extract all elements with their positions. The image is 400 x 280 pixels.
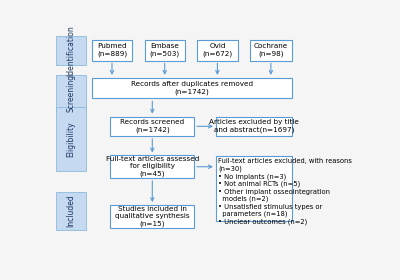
FancyBboxPatch shape: [110, 155, 194, 178]
FancyBboxPatch shape: [216, 116, 292, 136]
Text: Records screened
(n=1742): Records screened (n=1742): [120, 120, 184, 133]
Text: Full-text articles excluded, with reasons
(n=30)
• No implants (n=3)
• Not anima: Full-text articles excluded, with reason…: [218, 158, 352, 225]
Text: Cochrane
(n=98): Cochrane (n=98): [254, 43, 288, 57]
Text: Articles excluded by title
and abstract(n=1697): Articles excluded by title and abstract(…: [209, 120, 299, 133]
FancyBboxPatch shape: [197, 40, 238, 60]
FancyBboxPatch shape: [56, 36, 86, 65]
FancyBboxPatch shape: [56, 107, 86, 171]
Text: Eligibility: Eligibility: [66, 121, 76, 157]
Text: Embase
(n=503): Embase (n=503): [150, 43, 180, 57]
FancyBboxPatch shape: [92, 78, 292, 98]
Text: Screening: Screening: [66, 74, 76, 113]
Text: Pubmed
(n=889): Pubmed (n=889): [97, 43, 127, 57]
FancyBboxPatch shape: [56, 192, 86, 230]
Text: Records after duplicates removed
(n=1742): Records after duplicates removed (n=1742…: [131, 81, 253, 95]
Text: Identification: Identification: [66, 25, 76, 76]
FancyBboxPatch shape: [216, 157, 292, 221]
Text: Included: Included: [66, 195, 76, 227]
FancyBboxPatch shape: [56, 74, 86, 112]
FancyBboxPatch shape: [110, 116, 194, 136]
Text: Full-text articles assessed
for eligibility
(n=45): Full-text articles assessed for eligibil…: [106, 156, 199, 177]
Text: Ovid
(n=672): Ovid (n=672): [202, 43, 232, 57]
Text: Studies included in
qualitative synthesis
(n=15): Studies included in qualitative synthesi…: [115, 206, 190, 227]
FancyBboxPatch shape: [92, 40, 132, 60]
FancyBboxPatch shape: [110, 205, 194, 228]
FancyBboxPatch shape: [144, 40, 185, 60]
FancyBboxPatch shape: [250, 40, 292, 60]
